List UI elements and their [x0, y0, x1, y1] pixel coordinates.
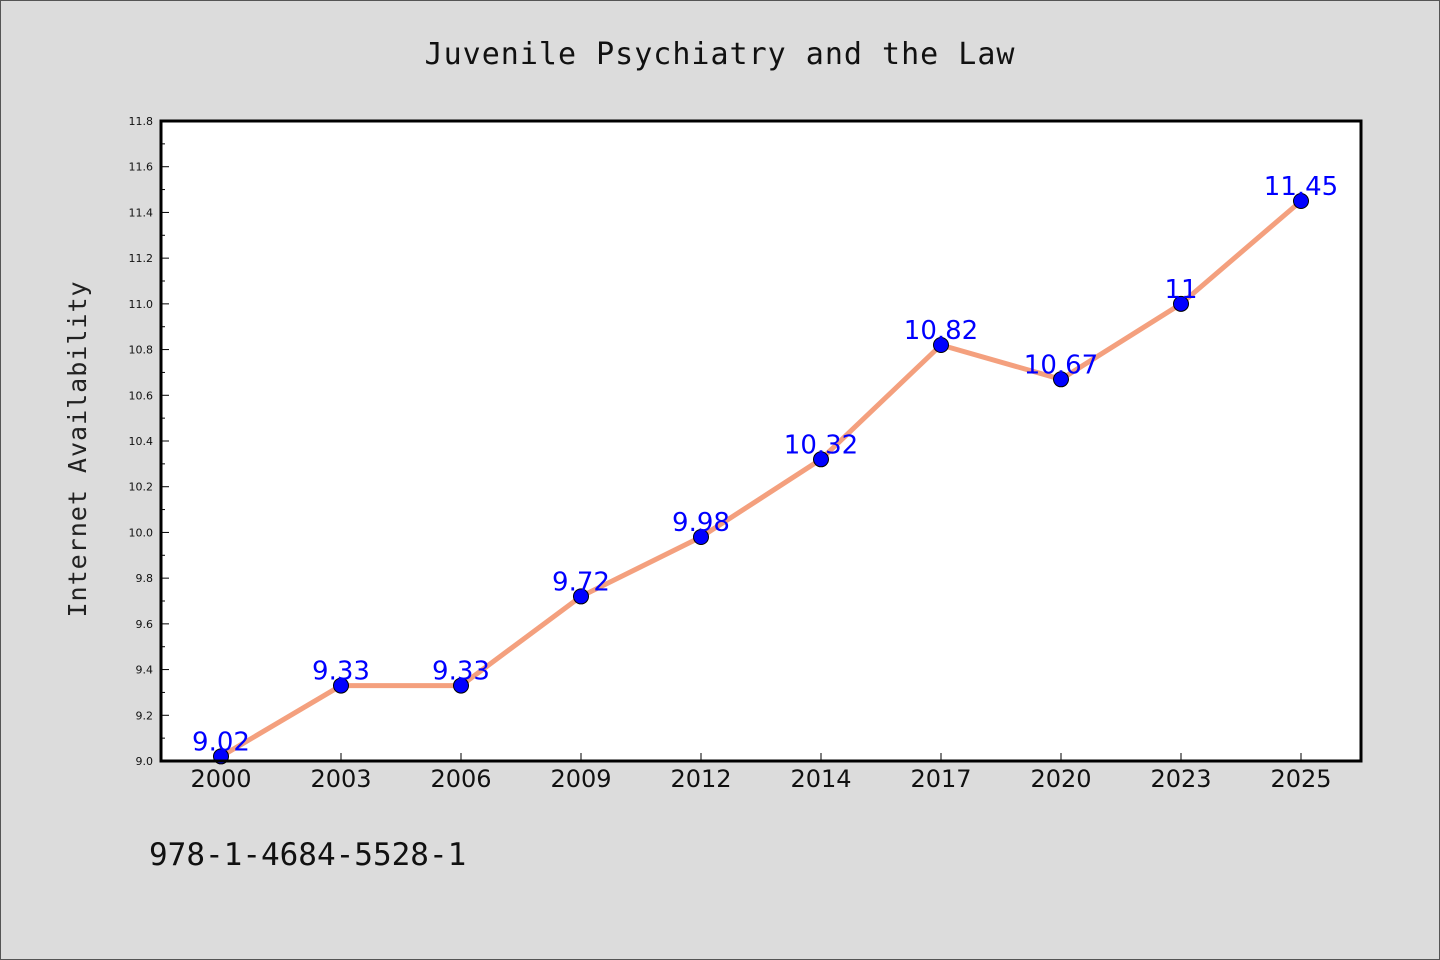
x-tick-label: 2006 [430, 765, 491, 793]
data-point [1053, 371, 1069, 388]
data-point [1173, 295, 1189, 312]
data-point [1293, 193, 1309, 209]
y-tick-label: 10.4 [129, 435, 154, 448]
data-label: 11.45 [1264, 172, 1338, 202]
y-tick-label: 10.8 [129, 344, 154, 357]
y-tick-label: 11.4 [129, 206, 154, 219]
x-tick-label: 2012 [670, 765, 731, 793]
data-label: 9.72 [552, 567, 610, 597]
data-label: 10.67 [1024, 350, 1098, 380]
footer-isbn: 978-1-4684-5528-1 [149, 837, 466, 873]
data-label: 9.33 [432, 657, 490, 687]
data-label: 9.02 [192, 727, 250, 757]
data-label: 10.82 [904, 316, 978, 346]
data-point [693, 529, 709, 545]
y-tick-label: 9.6 [136, 618, 154, 631]
x-tick-label: 2003 [310, 765, 371, 793]
y-tick-label: 11.6 [129, 161, 154, 174]
series-line [219, 199, 1303, 759]
data-markers [213, 193, 1309, 765]
data-point [333, 677, 349, 694]
data-point [813, 451, 829, 468]
data-label: 10.32 [784, 430, 858, 460]
data-point [453, 677, 469, 694]
plot-frame [159, 119, 1363, 763]
data-label: 9.33 [312, 657, 370, 687]
data-label: 9.98 [672, 508, 730, 538]
x-tick-label: 2020 [1030, 765, 1091, 793]
x-tick-label: 2009 [550, 765, 611, 793]
data-labels: 9.02 9.33 9.33 9.72 9.98 10.32 10.82 10.67 11 11.… [192, 172, 1338, 757]
y-tick-label: 10.0 [129, 526, 154, 539]
x-tick-label: 2014 [790, 765, 851, 793]
y-axis-label: Internet Availability [63, 280, 92, 617]
data-label: 11 [1164, 275, 1197, 305]
plot-area [161, 121, 1361, 761]
y-tick-label: 9.2 [136, 709, 154, 722]
x-tick-label: 2023 [1150, 765, 1211, 793]
x-tick-label: 2000 [190, 765, 251, 793]
y-tick-label: 9.4 [136, 664, 154, 677]
x-tick-label: 2017 [910, 765, 971, 793]
y-tick-label: 9.0 [136, 755, 154, 768]
data-point [933, 337, 949, 353]
y-tick-label: 11.8 [129, 115, 154, 128]
y-tick-label: 9.8 [136, 572, 154, 585]
y-tick-label: 11.2 [129, 252, 154, 265]
x-tick-label: 2025 [1270, 765, 1331, 793]
y-tick-label: 11.0 [129, 298, 154, 311]
x-axis-ticks: 2000 2003 2006 2009 2012 2014 2017 2020 2023 2025 [190, 753, 1332, 793]
data-point [573, 588, 589, 605]
y-axis-ticks: 9.0 9.2 9.4 9.6 9.8 10.0 10.2 10.4 10.6 10.8 11.0 1… [129, 115, 169, 768]
y-tick-label: 10.2 [129, 481, 154, 494]
y-tick-label: 10.6 [129, 389, 154, 402]
chart-title: Juvenile Psychiatry and the Law [425, 37, 1016, 72]
